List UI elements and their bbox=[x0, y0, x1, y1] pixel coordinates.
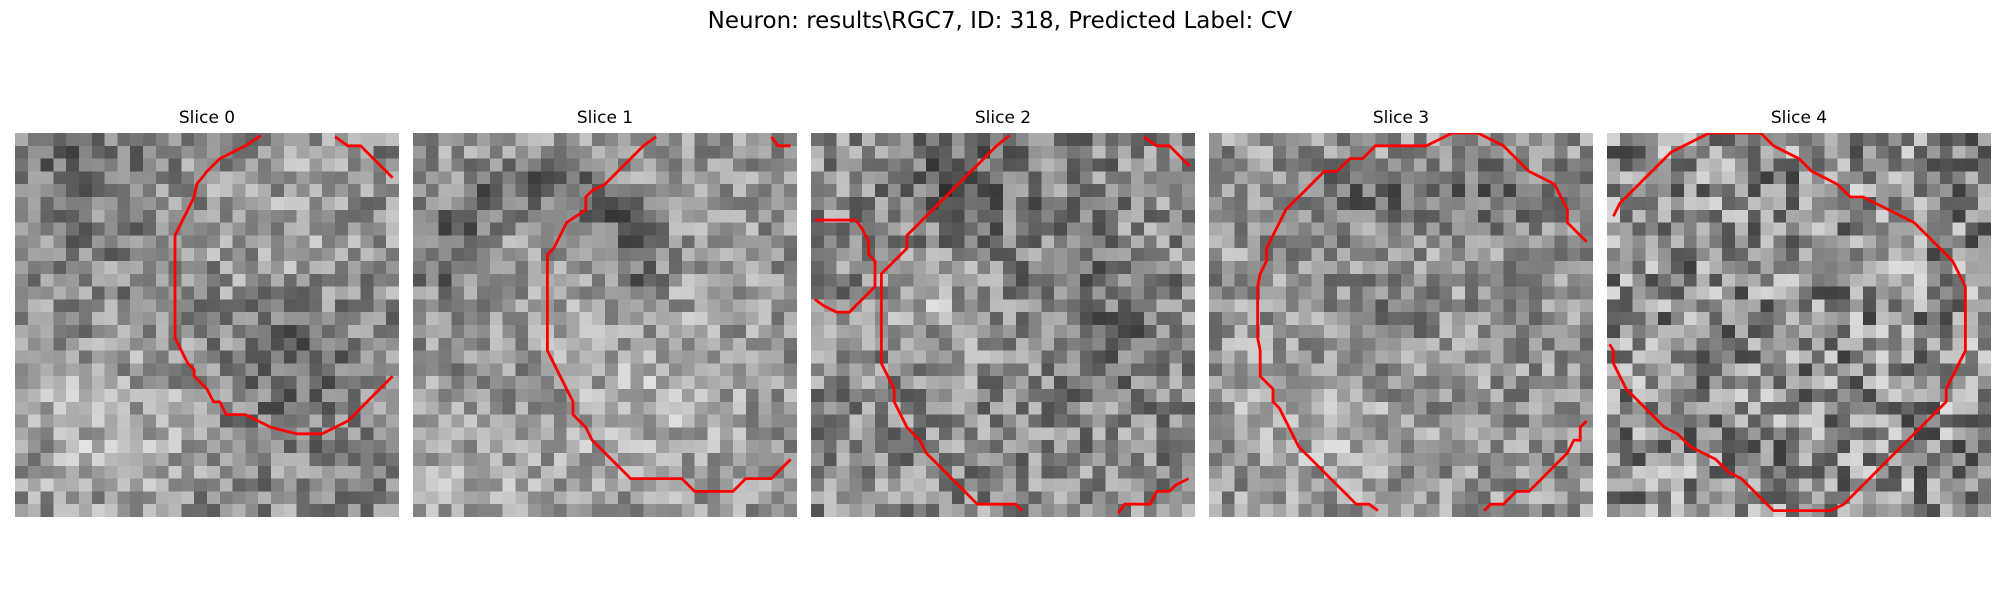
slice-title: Slice 4 bbox=[1770, 108, 1828, 128]
segmentation-contour bbox=[1608, 133, 1967, 513]
slice-panel-1: Slice 1 bbox=[413, 108, 797, 528]
segmentation-contour bbox=[1256, 133, 1588, 512]
segmentation-contour bbox=[1483, 420, 1588, 512]
slice-image bbox=[15, 133, 399, 517]
slice-title: Slice 0 bbox=[178, 108, 236, 128]
slice-panel-4: Slice 4 bbox=[1607, 108, 1991, 528]
figure-title: Neuron: results\RGC7, ID: 318, Predicted… bbox=[707, 8, 1293, 34]
slice-panel-0: Slice 0 bbox=[15, 108, 399, 528]
slice-title: Slice 1 bbox=[576, 108, 634, 128]
segmentation-contour bbox=[173, 134, 394, 436]
slice-image bbox=[413, 133, 797, 517]
slice-title: Slice 2 bbox=[974, 108, 1032, 128]
segmentation-contour bbox=[334, 135, 394, 179]
slice-image bbox=[1607, 133, 1991, 517]
segmentation-contour bbox=[770, 136, 791, 148]
slice-panel-2: Slice 2 bbox=[811, 108, 1195, 528]
segmentation-contour bbox=[1117, 477, 1190, 514]
segmentation-contour bbox=[1142, 135, 1191, 168]
slice-image bbox=[1209, 133, 1593, 517]
slice-title: Slice 3 bbox=[1372, 108, 1430, 128]
slice-image bbox=[811, 133, 1195, 517]
segmentation-contour bbox=[879, 134, 1024, 512]
segmentation-contour bbox=[545, 135, 792, 493]
segmentation-contour bbox=[814, 218, 877, 314]
slice-panel-3: Slice 3 bbox=[1209, 108, 1593, 528]
